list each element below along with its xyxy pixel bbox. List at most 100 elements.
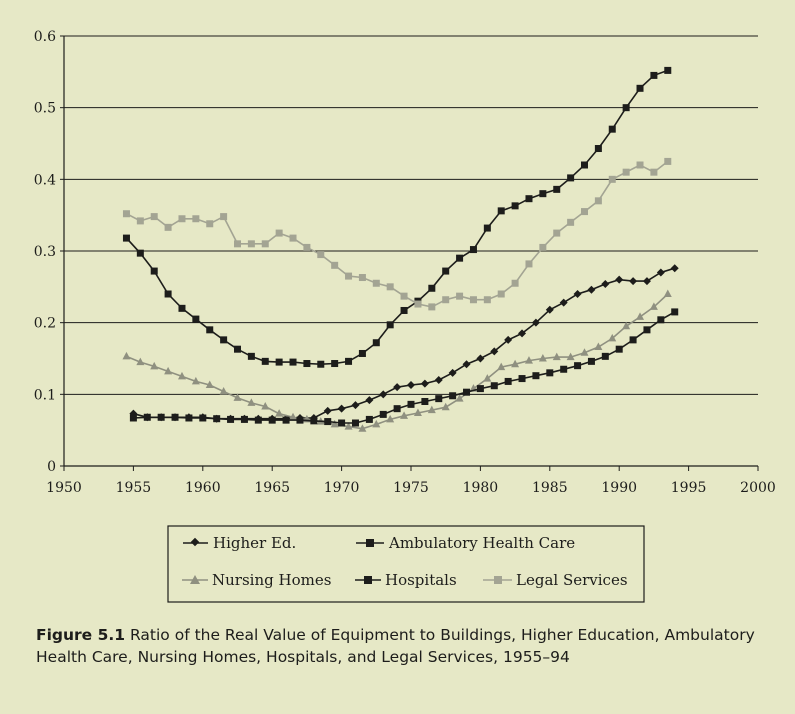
data-point-legal-services bbox=[400, 292, 408, 300]
data-point-nursing-homes bbox=[330, 419, 339, 428]
data-point-higher-ed bbox=[629, 277, 638, 286]
data-point-ambulatory-health-care bbox=[386, 321, 394, 329]
data-point-hospitals bbox=[560, 365, 568, 373]
legend-square-marker bbox=[366, 539, 374, 547]
data-point-hospitals bbox=[463, 388, 471, 396]
data-point-hospitals bbox=[532, 372, 540, 380]
data-point-hospitals bbox=[296, 416, 304, 424]
data-point-legal-services bbox=[664, 157, 672, 165]
data-point-ambulatory-health-care bbox=[122, 234, 130, 242]
data-point-legal-services bbox=[303, 243, 311, 251]
data-point-ambulatory-health-care bbox=[275, 358, 283, 366]
data-point-hospitals bbox=[546, 369, 554, 377]
data-point-hospitals bbox=[490, 382, 498, 390]
data-point-ambulatory-health-care bbox=[525, 195, 533, 203]
x-tick-label: 1955 bbox=[116, 480, 152, 496]
data-point-nursing-homes bbox=[413, 408, 422, 416]
data-point-nursing-homes bbox=[358, 424, 367, 432]
x-tick-label: 1975 bbox=[393, 480, 429, 496]
data-point-nursing-homes bbox=[275, 409, 284, 417]
data-point-nursing-homes bbox=[372, 419, 381, 428]
grid-lines bbox=[60, 35, 759, 471]
data-point-legal-services bbox=[581, 208, 588, 216]
x-tick-label: 1965 bbox=[254, 480, 290, 496]
data-point-nursing-homes bbox=[289, 412, 298, 421]
data-point-legal-services bbox=[539, 243, 547, 251]
data-point-ambulatory-health-care bbox=[622, 104, 630, 112]
data-point-hospitals bbox=[504, 377, 512, 385]
data-point-legal-services bbox=[206, 220, 214, 228]
data-point-higher-ed bbox=[490, 347, 499, 356]
data-point-legal-services bbox=[622, 168, 630, 176]
data-point-nursing-homes bbox=[150, 361, 159, 370]
data-point-legal-services bbox=[136, 217, 144, 225]
data-point-nursing-homes bbox=[511, 359, 520, 368]
data-point-legal-services bbox=[525, 260, 533, 268]
series-line-legal-services bbox=[126, 160, 669, 308]
data-point-legal-services bbox=[178, 215, 186, 223]
y-tick-label: 0.1 bbox=[34, 387, 56, 403]
data-point-hospitals bbox=[476, 385, 484, 393]
data-point-hospitals bbox=[199, 414, 207, 422]
data-point-hospitals bbox=[129, 414, 137, 422]
data-point-hospitals bbox=[171, 413, 179, 421]
data-point-legal-services bbox=[372, 279, 380, 287]
data-point-legal-services bbox=[122, 210, 130, 218]
legend-square-marker bbox=[364, 576, 372, 584]
data-point-hospitals bbox=[657, 316, 665, 324]
data-point-hospitals bbox=[601, 352, 609, 360]
data-point-nursing-homes bbox=[455, 394, 464, 402]
data-point-nursing-homes bbox=[261, 402, 270, 410]
data-point-hospitals bbox=[407, 400, 415, 408]
legend-item-higher-ed: Higher Ed. bbox=[183, 534, 296, 552]
data-point-nursing-homes bbox=[441, 402, 450, 411]
data-point-legal-services bbox=[608, 175, 616, 183]
data-point-legal-services bbox=[289, 234, 297, 242]
data-point-hospitals bbox=[185, 414, 193, 422]
data-point-nursing-homes bbox=[594, 342, 603, 351]
data-point-legal-services bbox=[497, 290, 505, 298]
legend-item-hospitals: Hospitals bbox=[355, 571, 457, 589]
legend-diamond-marker bbox=[190, 537, 200, 547]
data-point-higher-ed bbox=[573, 290, 582, 298]
data-point-ambulatory-health-care bbox=[553, 185, 561, 193]
x-tick-label: 1980 bbox=[463, 480, 499, 496]
data-point-ambulatory-health-care bbox=[178, 304, 186, 312]
legend-label-legal-services: Legal Services bbox=[516, 571, 628, 589]
data-point-higher-ed bbox=[476, 354, 485, 363]
data-point-legal-services bbox=[650, 168, 658, 176]
x-tick-labels: 1950 1955 1960 1965 1970 1975 1980 1985 1990 1995… bbox=[46, 480, 776, 496]
data-point-higher-ed bbox=[323, 406, 332, 415]
data-point-legal-services bbox=[636, 161, 644, 169]
y-tick-label: 0.4 bbox=[34, 172, 56, 188]
data-point-nursing-homes bbox=[205, 380, 214, 389]
figure-caption-text: Ratio of the Real Value of Equipment to … bbox=[36, 626, 755, 666]
data-point-ambulatory-health-care bbox=[539, 190, 547, 198]
data-point-ambulatory-health-care bbox=[234, 345, 241, 353]
data-point-nursing-homes bbox=[580, 348, 589, 356]
data-point-legal-services bbox=[456, 292, 464, 300]
data-point-nursing-homes bbox=[566, 352, 575, 361]
data-point-higher-ed bbox=[420, 379, 429, 388]
data-point-hospitals bbox=[157, 413, 165, 421]
data-point-ambulatory-health-care bbox=[247, 352, 255, 360]
legend-box bbox=[167, 525, 645, 603]
data-point-nursing-homes bbox=[552, 352, 561, 361]
y-tick-label: 0.2 bbox=[34, 316, 56, 332]
data-point-ambulatory-health-care bbox=[150, 267, 158, 275]
data-point-ambulatory-health-care bbox=[650, 71, 658, 79]
legend-item-ambulatory: Ambulatory Health Care bbox=[356, 534, 575, 552]
legend-item-nursing-homes: Nursing Homes bbox=[182, 571, 331, 589]
data-point-nursing-homes bbox=[649, 302, 658, 310]
data-point-higher-ed bbox=[337, 404, 346, 413]
data-point-hospitals bbox=[587, 357, 595, 365]
data-point-hospitals bbox=[227, 415, 235, 423]
data-point-higher-ed bbox=[504, 335, 513, 344]
data-point-ambulatory-health-care bbox=[428, 284, 436, 292]
data-point-ambulatory-health-care bbox=[567, 174, 575, 182]
data-point-nursing-homes bbox=[483, 374, 492, 382]
data-point-legal-services bbox=[234, 240, 241, 248]
data-point-nursing-homes bbox=[497, 362, 506, 371]
data-point-higher-ed bbox=[448, 368, 457, 377]
legend-label-ambulatory: Ambulatory Health Care bbox=[388, 534, 575, 552]
